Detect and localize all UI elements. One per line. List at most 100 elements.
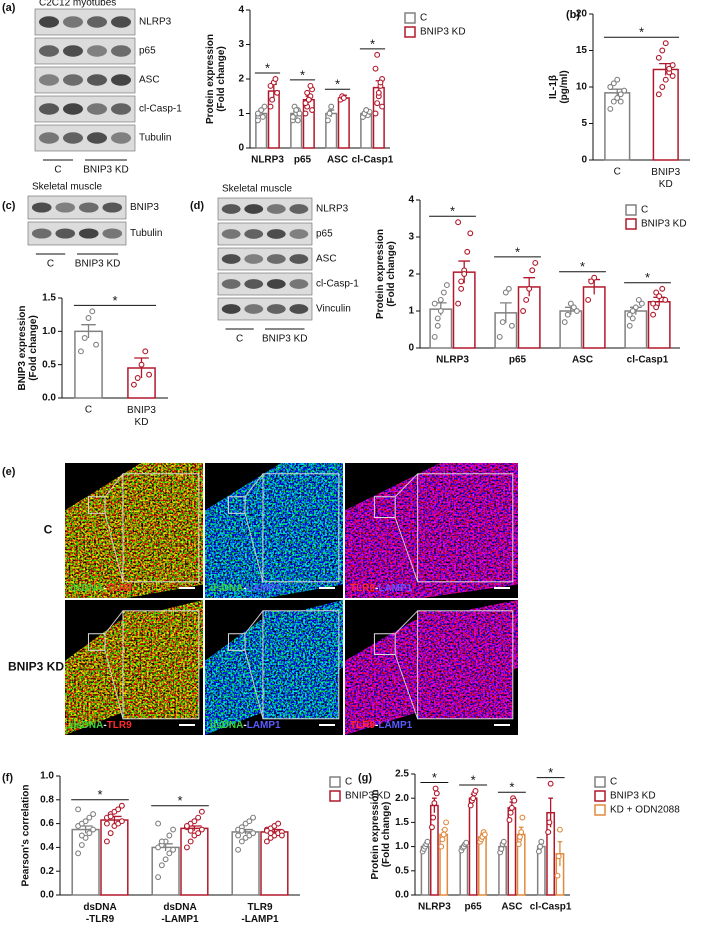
blot-band (111, 74, 131, 86)
data-point (614, 76, 621, 83)
data-point (518, 829, 525, 836)
data-point (130, 381, 137, 388)
x-tick-label: NLRP3 (418, 902, 451, 913)
data-point (614, 94, 621, 101)
y-axis-label: Protein expression (370, 789, 381, 879)
group-label: C (47, 259, 54, 270)
data-point (78, 842, 85, 848)
group-label: BNIP3 KD (262, 334, 308, 345)
data-point (430, 814, 437, 821)
data-point (134, 375, 141, 381)
data-point (629, 315, 636, 322)
x-tick-label: ASC (327, 155, 348, 166)
data-point (90, 826, 97, 833)
data-point (183, 823, 190, 829)
data-point (118, 818, 125, 825)
blot-band (289, 254, 309, 264)
data-point (246, 818, 253, 825)
significance-star: * (97, 787, 102, 802)
data-point (235, 846, 242, 853)
legend-swatch (594, 804, 606, 816)
data-point (659, 84, 666, 90)
data-point (263, 838, 270, 845)
data-point (93, 341, 100, 348)
data-point (507, 809, 514, 816)
blot-band (221, 254, 241, 264)
data-point (570, 304, 577, 311)
zoom-line (394, 610, 419, 635)
y-tick-label: 0 (238, 143, 244, 154)
data-point (662, 40, 669, 47)
y-axis-label: BNIP3 expression (17, 305, 28, 390)
x-tick-label: ASC (572, 355, 593, 366)
data-point (90, 811, 97, 818)
y-axis-label: Pearson's correlation (21, 785, 32, 887)
data-point (629, 308, 636, 314)
data-point (662, 296, 669, 303)
data-point (439, 836, 446, 843)
significance-star: * (370, 36, 375, 51)
data-point (464, 248, 471, 255)
significance-star: * (515, 244, 520, 259)
data-point (424, 838, 431, 845)
zoom-frame (122, 473, 200, 583)
data-point (379, 103, 386, 110)
blot-band (221, 279, 241, 289)
y-axis-label: Protein expression (375, 229, 386, 319)
image-label: dsDNA-LAMP1 (210, 720, 281, 731)
legend-swatch (594, 776, 606, 788)
blot-row (27, 195, 127, 220)
data-point (162, 856, 169, 863)
panel-label: (e) (2, 466, 16, 478)
data-point (372, 65, 379, 72)
y-tick-label: 4 (408, 195, 414, 206)
y-tick-label: 2.0 (395, 793, 409, 804)
y-tick-label: 2 (238, 74, 244, 85)
data-point (198, 826, 205, 833)
panel-label: (b) (566, 9, 580, 21)
blot-band (111, 132, 131, 144)
zoom-frame (417, 610, 514, 720)
data-point (374, 100, 381, 107)
data-point (115, 806, 122, 813)
data-point (470, 795, 477, 802)
band-label: Tubulin (139, 133, 171, 144)
bar (100, 819, 129, 896)
data-point (267, 830, 274, 837)
legend-label: C (345, 777, 352, 788)
blot-band (111, 16, 131, 28)
data-point (538, 838, 545, 845)
blot-band (289, 204, 309, 214)
y-tick-label: 3 (238, 39, 244, 50)
zoom-line (104, 473, 124, 498)
data-point (272, 76, 279, 82)
data-point (274, 89, 281, 96)
band-label: cl-Casp-1 (316, 279, 359, 290)
significance-star: * (450, 204, 455, 219)
data-point (86, 830, 93, 837)
data-point (166, 832, 173, 839)
blot-band (63, 74, 83, 86)
band-label: cl-Casp-1 (139, 104, 182, 115)
data-point (519, 814, 526, 821)
legend-label: BNIP3 KD (610, 791, 656, 802)
data-point (155, 874, 162, 881)
data-point (532, 259, 539, 266)
data-point (585, 296, 592, 303)
data-point (463, 839, 470, 846)
data-point (138, 361, 145, 368)
data-point (431, 800, 438, 806)
data-point (555, 853, 562, 860)
data-point (467, 802, 474, 809)
bar (559, 310, 583, 349)
data-point (508, 804, 515, 811)
data-point (195, 814, 202, 821)
data-point (170, 826, 177, 833)
data-point (529, 267, 536, 274)
bar (582, 286, 606, 349)
legend-label: BNIP3 KD (641, 219, 687, 230)
blot-band (63, 132, 83, 144)
data-point (556, 826, 563, 833)
group-label: BNIP3 KD (83, 165, 129, 176)
panel-label: (d) (190, 200, 204, 212)
